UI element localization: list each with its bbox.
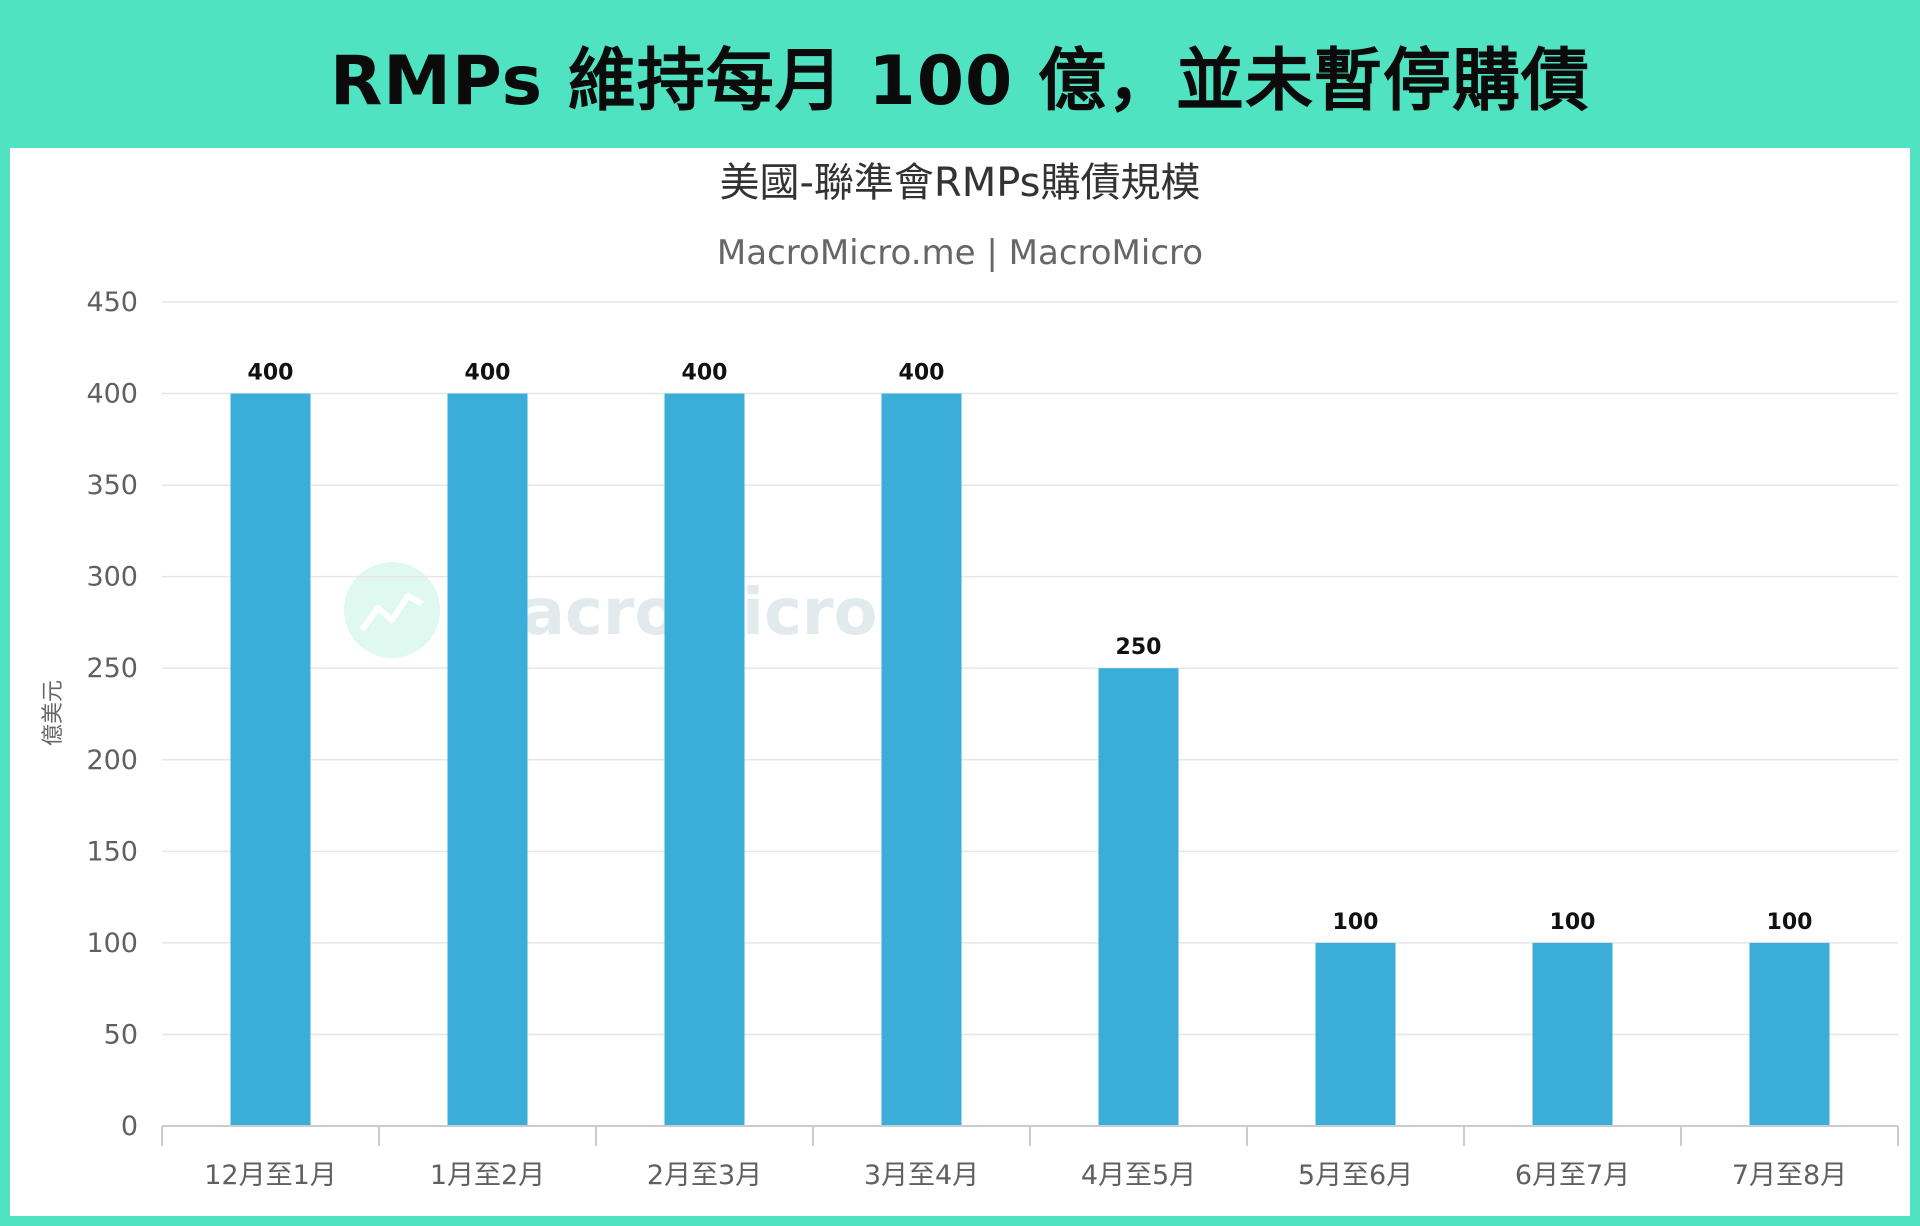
y-tick-label: 0 [121, 1111, 138, 1142]
data-labels: 400 400 400 400 250 100 100 100 [248, 361, 1813, 935]
x-tick-label: 5月至6月 [1298, 1160, 1413, 1191]
bar [1098, 668, 1179, 1126]
data-label: 400 [248, 361, 294, 386]
y-tick-label: 200 [86, 745, 138, 776]
x-tick-label: 12月至1月 [204, 1160, 337, 1191]
macromicro-logo-icon [344, 562, 440, 658]
bar [881, 393, 962, 1126]
y-axis: 0 50 100 150 200 250 300 350 400 450 [86, 287, 138, 1142]
bar [1749, 942, 1830, 1126]
logo-line-mark [359, 593, 424, 632]
x-tick-label: 7月至8月 [1732, 1160, 1847, 1191]
x-tick-label: 3月至4月 [864, 1160, 979, 1191]
data-label: 400 [899, 361, 945, 386]
y-tick-label: 300 [86, 562, 138, 593]
bar [230, 393, 311, 1126]
y-tick-label: 150 [86, 836, 138, 867]
gridlines [162, 301, 1898, 1036]
chart-panel: MacroMicro 美國-聯準會RMPs購債規模 MacroMicro.me … [10, 148, 1910, 1216]
bars [230, 393, 1830, 1126]
x-axis: 12月至1月 1月至2月 2月至3月 3月至4月 4月至5月 5月至6月 6月至7月 7月至8… [161, 1125, 1899, 1191]
data-label: 250 [1116, 635, 1162, 660]
banner-title: RMPs 維持每月 100 億，並未暫停購債 [329, 41, 1591, 121]
x-tick-label: 1月至2月 [430, 1160, 545, 1191]
y-axis-title: 億美元 [41, 680, 66, 746]
y-tick-label: 450 [86, 287, 138, 318]
x-tick-label: 4月至5月 [1081, 1160, 1196, 1191]
bar [1315, 942, 1396, 1126]
bar [447, 393, 528, 1126]
bar-chart: MacroMicro 美國-聯準會RMPs購債規模 MacroMicro.me … [41, 160, 1899, 1191]
y-tick-label: 350 [86, 470, 138, 501]
y-tick-label: 50 [104, 1019, 138, 1050]
data-label: 100 [1767, 910, 1813, 935]
data-label: 400 [465, 361, 511, 386]
x-tick-label: 2月至3月 [647, 1160, 762, 1191]
y-tick-label: 250 [86, 653, 138, 684]
data-label: 100 [1333, 910, 1379, 935]
bar [664, 393, 745, 1126]
chart-subtitle: MacroMicro.me | MacroMicro [717, 233, 1203, 273]
bar [1532, 942, 1613, 1126]
data-label: 400 [682, 361, 728, 386]
banner: RMPs 維持每月 100 億，並未暫停購債 [0, 0, 1920, 148]
chart-title: 美國-聯準會RMPs購債規模 [720, 160, 1201, 206]
y-tick-label: 400 [86, 379, 138, 410]
data-label: 100 [1550, 910, 1596, 935]
x-tick-label: 6月至7月 [1515, 1160, 1630, 1191]
y-tick-label: 100 [86, 928, 138, 959]
